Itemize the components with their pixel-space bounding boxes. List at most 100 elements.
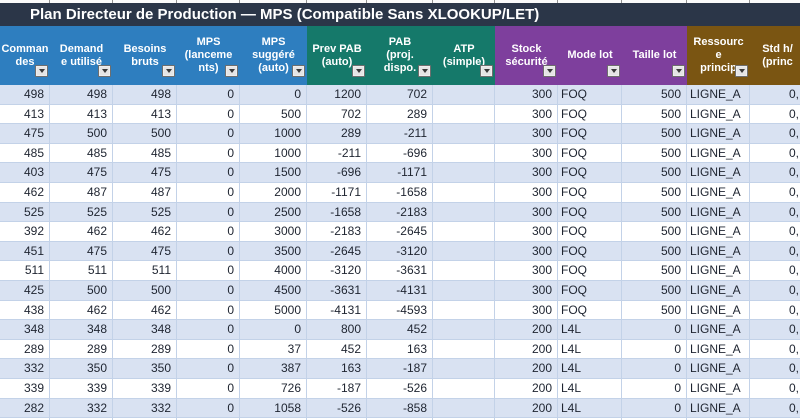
cell-commandes[interactable]: 462 xyxy=(0,182,50,203)
cell-taille-lot[interactable]: 0 xyxy=(622,339,687,360)
cell-prev-pab-auto[interactable]: -2645 xyxy=(307,241,367,262)
cell-mode-lot[interactable]: L4L xyxy=(558,398,622,419)
cell-pab-proj-dispo[interactable]: -187 xyxy=(367,359,433,379)
cell-ressource-principale[interactable]: LIGNE_A xyxy=(687,163,750,183)
cell-besoins-bruts[interactable]: 500 xyxy=(113,280,177,301)
cell-stock-securite[interactable]: 200 xyxy=(495,378,558,399)
cell-stock-securite[interactable]: 300 xyxy=(495,182,558,203)
cell-stock-securite[interactable]: 300 xyxy=(495,280,558,301)
column-header-stock-securite[interactable]: Stock sécurité xyxy=(495,26,558,85)
cell-ressource-principale[interactable]: LIGNE_A xyxy=(687,339,750,360)
filter-dropdown-prev-pab-auto[interactable] xyxy=(352,65,365,77)
column-header-ressource-principale[interactable]: Ressourc e princip xyxy=(687,26,750,85)
cell-mode-lot[interactable]: FOQ xyxy=(558,280,622,301)
cell-taille-lot[interactable] xyxy=(622,418,687,420)
cell-stock-securite[interactable]: 300 xyxy=(495,85,558,105)
cell-stock-securite[interactable]: 200 xyxy=(495,398,558,419)
filter-dropdown-mode-lot[interactable] xyxy=(607,65,620,77)
cell-mps-suggere-auto[interactable]: 4500 xyxy=(240,280,307,301)
cell-pab-proj-dispo[interactable]: 452 xyxy=(367,320,433,340)
cell-besoins-bruts[interactable]: 485 xyxy=(113,143,177,164)
column-header-commandes[interactable]: Comman des xyxy=(0,26,50,85)
cell-mode-lot[interactable]: L4L xyxy=(558,378,622,399)
column-header-demande-utilisee[interactable]: Demand e utilisé xyxy=(50,26,113,85)
cell-taille-lot[interactable]: 500 xyxy=(622,124,687,144)
cell-besoins-bruts[interactable]: 339 xyxy=(113,378,177,399)
cell-demande-utilisee[interactable]: 462 xyxy=(50,222,113,242)
cell-demande-utilisee[interactable]: 413 xyxy=(50,104,113,125)
cell-besoins-bruts[interactable]: 511 xyxy=(113,261,177,281)
column-header-mps-lancements[interactable]: MPS (lanceme nts) xyxy=(177,26,240,85)
cell-commandes[interactable]: 332 xyxy=(0,359,50,379)
cell-prev-pab-auto[interactable]: -4131 xyxy=(307,300,367,321)
filter-dropdown-taille-lot[interactable] xyxy=(672,65,685,77)
cell-prev-pab-auto[interactable]: -187 xyxy=(307,378,367,399)
cell-taille-lot[interactable]: 500 xyxy=(622,222,687,242)
cell-std-h-principale[interactable]: 0, xyxy=(750,124,800,144)
cell-mps-suggere-auto[interactable]: 1500 xyxy=(240,163,307,183)
cell-std-h-principale[interactable]: 0, xyxy=(750,261,800,281)
cell-stock-securite[interactable]: 300 xyxy=(495,222,558,242)
cell-mps-suggere-auto[interactable]: 0 xyxy=(240,85,307,105)
cell-besoins-bruts[interactable]: 475 xyxy=(113,163,177,183)
cell-besoins-bruts[interactable]: 332 xyxy=(113,398,177,419)
cell-besoins-bruts[interactable]: 498 xyxy=(113,85,177,105)
cell-commandes[interactable]: 425 xyxy=(0,280,50,301)
cell-prev-pab-auto[interactable]: -3120 xyxy=(307,261,367,281)
cell-mode-lot[interactable]: L4L xyxy=(558,320,622,340)
cell-mode-lot[interactable]: FOQ xyxy=(558,261,622,281)
cell-mps-suggere-auto[interactable]: 726 xyxy=(240,378,307,399)
cell-taille-lot[interactable]: 500 xyxy=(622,182,687,203)
cell-mode-lot[interactable]: L4L xyxy=(558,339,622,360)
cell-demande-utilisee[interactable]: 475 xyxy=(50,163,113,183)
cell-stock-securite[interactable]: 200 xyxy=(495,359,558,379)
cell-demande-utilisee[interactable]: 348 xyxy=(50,320,113,340)
cell-besoins-bruts[interactable]: 500 xyxy=(113,124,177,144)
cell-pab-proj-dispo[interactable]: -696 xyxy=(367,143,433,164)
cell-atp-simple[interactable] xyxy=(433,163,495,183)
cell-commandes[interactable]: 403 xyxy=(0,163,50,183)
cell-prev-pab-auto[interactable]: -2183 xyxy=(307,222,367,242)
cell-std-h-principale[interactable] xyxy=(750,418,800,420)
cell-demande-utilisee[interactable]: 487 xyxy=(50,182,113,203)
cell-mps-lancements[interactable]: 0 xyxy=(177,104,240,125)
cell-mode-lot[interactable]: FOQ xyxy=(558,202,622,223)
cell-mps-suggere-auto[interactable]: 2000 xyxy=(240,182,307,203)
cell-mps-suggere-auto[interactable]: 500 xyxy=(240,104,307,125)
cell-std-h-principale[interactable]: 0, xyxy=(750,241,800,262)
cell-prev-pab-auto[interactable]: -696 xyxy=(307,163,367,183)
cell-std-h-principale[interactable]: 0, xyxy=(750,104,800,125)
cell-mps-suggere-auto[interactable]: 4000 xyxy=(240,261,307,281)
cell-ressource-principale[interactable]: LIGNE_A xyxy=(687,280,750,301)
cell-atp-simple[interactable] xyxy=(433,378,495,399)
column-header-atp-simple[interactable]: ATP (simple) xyxy=(433,26,495,85)
cell-besoins-bruts[interactable]: 348 xyxy=(113,320,177,340)
cell-std-h-principale[interactable]: 0, xyxy=(750,143,800,164)
cell-std-h-principale[interactable]: 0, xyxy=(750,339,800,360)
cell-commandes[interactable]: 282 xyxy=(0,398,50,419)
cell-taille-lot[interactable]: 500 xyxy=(622,85,687,105)
filter-dropdown-besoins-bruts[interactable] xyxy=(162,65,175,77)
cell-mps-suggere-auto[interactable]: 0 xyxy=(240,320,307,340)
cell-ressource-principale[interactable]: LIGNE_A xyxy=(687,359,750,379)
cell-demande-utilisee[interactable]: 485 xyxy=(50,143,113,164)
cell-commandes[interactable]: 511 xyxy=(0,261,50,281)
cell-mps-lancements[interactable]: 0 xyxy=(177,320,240,340)
cell-demande-utilisee[interactable]: 332 xyxy=(50,398,113,419)
filter-dropdown-demande-utilisee[interactable] xyxy=(98,65,111,77)
cell-pab-proj-dispo[interactable]: -3120 xyxy=(367,241,433,262)
cell-taille-lot[interactable]: 0 xyxy=(622,378,687,399)
cell-prev-pab-auto[interactable]: 702 xyxy=(307,104,367,125)
cell-atp-simple[interactable] xyxy=(433,182,495,203)
cell-atp-simple[interactable] xyxy=(433,339,495,360)
cell-mode-lot[interactable]: FOQ xyxy=(558,163,622,183)
cell-mode-lot[interactable]: FOQ xyxy=(558,182,622,203)
column-header-mps-suggere-auto[interactable]: MPS suggéré (auto) xyxy=(240,26,307,85)
cell-pab-proj-dispo[interactable]: 702 xyxy=(367,85,433,105)
cell-mode-lot[interactable]: FOQ xyxy=(558,124,622,144)
cell-demande-utilisee[interactable] xyxy=(50,418,113,420)
cell-mode-lot[interactable] xyxy=(558,418,622,420)
column-header-taille-lot[interactable]: Taille lot xyxy=(622,26,687,85)
cell-pab-proj-dispo[interactable]: -2645 xyxy=(367,222,433,242)
cell-std-h-principale[interactable]: 0, xyxy=(750,85,800,105)
